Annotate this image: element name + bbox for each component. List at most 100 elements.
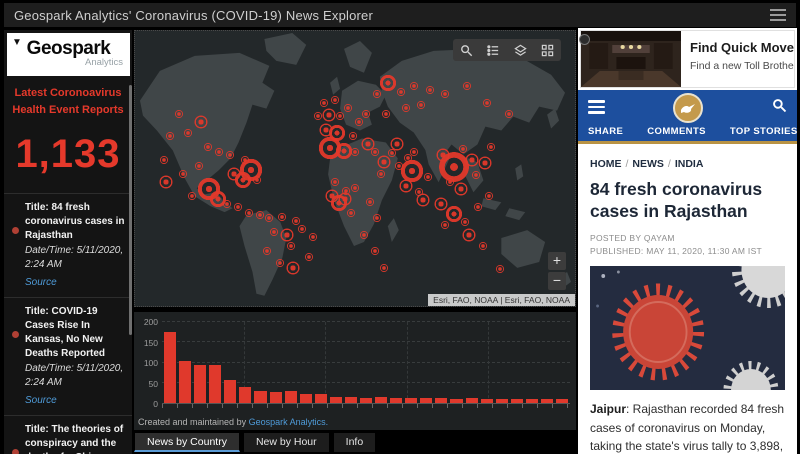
report-list-item[interactable]: Title: 84 fresh coronavirus cases in Raj… bbox=[4, 194, 132, 299]
map-marker[interactable] bbox=[454, 182, 468, 196]
map-marker[interactable] bbox=[351, 148, 359, 156]
map-marker[interactable] bbox=[388, 149, 397, 158]
map-marker[interactable] bbox=[381, 109, 390, 118]
site-menu-icon[interactable] bbox=[588, 100, 605, 114]
map-marker[interactable] bbox=[472, 171, 480, 180]
search-icon[interactable] bbox=[453, 39, 480, 61]
map-marker[interactable] bbox=[253, 175, 262, 184]
map-marker[interactable] bbox=[370, 247, 379, 255]
map-marker[interactable] bbox=[320, 98, 329, 107]
legend-icon[interactable] bbox=[480, 39, 507, 61]
map-marker[interactable] bbox=[287, 241, 296, 250]
logo-triangle-icon[interactable]: ▼ bbox=[12, 37, 22, 48]
report-source-link[interactable]: Source bbox=[25, 277, 57, 289]
map-marker[interactable] bbox=[348, 131, 357, 140]
map-marker[interactable] bbox=[331, 95, 340, 104]
map-marker[interactable] bbox=[225, 150, 234, 159]
chart-bar[interactable] bbox=[480, 398, 493, 403]
map-marker[interactable] bbox=[265, 214, 274, 222]
chart-bar[interactable] bbox=[254, 390, 267, 403]
site-nav-item[interactable]: SHARE bbox=[588, 126, 624, 137]
chart-bar[interactable] bbox=[299, 394, 312, 403]
chart-bar[interactable] bbox=[344, 396, 358, 403]
chart-bar[interactable] bbox=[375, 397, 388, 403]
map-marker[interactable] bbox=[423, 172, 432, 181]
menu-icon[interactable] bbox=[770, 9, 786, 21]
map-marker[interactable] bbox=[241, 156, 249, 165]
breadcrumb-item[interactable]: HOME bbox=[590, 158, 622, 170]
report-source-link[interactable]: Source bbox=[25, 395, 57, 407]
chart-bar[interactable] bbox=[540, 399, 554, 403]
map-marker[interactable] bbox=[425, 86, 434, 95]
map-marker[interactable] bbox=[263, 247, 271, 255]
map-marker[interactable] bbox=[436, 148, 450, 162]
chart-bar[interactable] bbox=[224, 379, 237, 403]
map-marker[interactable] bbox=[416, 193, 430, 207]
map-marker[interactable] bbox=[445, 178, 454, 187]
chart-bar[interactable] bbox=[284, 391, 297, 403]
map-marker[interactable] bbox=[342, 186, 351, 195]
map-marker[interactable] bbox=[304, 252, 313, 261]
map-marker[interactable] bbox=[291, 216, 300, 225]
map-marker[interactable] bbox=[410, 148, 419, 156]
map-marker[interactable] bbox=[461, 218, 469, 227]
basemap-icon[interactable] bbox=[534, 39, 561, 61]
chart-bar[interactable] bbox=[435, 398, 448, 403]
map-marker[interactable] bbox=[410, 82, 419, 90]
map-marker[interactable] bbox=[322, 108, 336, 122]
chart-bar[interactable] bbox=[314, 394, 327, 403]
map-panel[interactable]: + − Esri, FAO, NOAA | Esri, FAO, NOAA bbox=[134, 30, 576, 307]
map-marker[interactable] bbox=[399, 179, 413, 193]
chart-bar[interactable] bbox=[510, 398, 523, 403]
map-marker[interactable] bbox=[463, 82, 472, 90]
map-marker[interactable] bbox=[280, 228, 294, 241]
map-marker[interactable] bbox=[487, 142, 496, 151]
map-marker[interactable] bbox=[234, 203, 243, 211]
credit-link[interactable]: Geospark Analytics. bbox=[248, 417, 329, 427]
chart-bar[interactable] bbox=[450, 398, 463, 403]
map-marker[interactable] bbox=[434, 197, 448, 211]
map-marker[interactable] bbox=[179, 170, 188, 178]
map-marker[interactable] bbox=[278, 212, 287, 221]
chart-bar[interactable] bbox=[360, 397, 373, 403]
map-marker[interactable] bbox=[338, 192, 352, 206]
chart-bar[interactable] bbox=[525, 398, 538, 403]
map-marker[interactable] bbox=[390, 137, 404, 151]
map-marker[interactable] bbox=[208, 189, 228, 209]
map-marker[interactable] bbox=[188, 192, 197, 200]
map-marker[interactable] bbox=[256, 211, 265, 220]
map-marker[interactable] bbox=[175, 109, 183, 118]
map-marker[interactable] bbox=[309, 233, 318, 242]
chart-bar[interactable] bbox=[239, 386, 252, 403]
map-marker[interactable] bbox=[478, 241, 487, 250]
map-marker[interactable] bbox=[194, 161, 203, 170]
ad-banner[interactable]: Find Quick Move- Find a new Toll Brother… bbox=[580, 30, 795, 88]
map-marker[interactable] bbox=[505, 109, 513, 118]
map-marker[interactable] bbox=[286, 261, 300, 274]
map-marker[interactable] bbox=[465, 153, 479, 167]
map-marker[interactable] bbox=[485, 192, 494, 200]
map-marker[interactable] bbox=[159, 156, 168, 165]
map-marker[interactable] bbox=[331, 178, 340, 187]
map-marker[interactable] bbox=[298, 225, 307, 233]
map-marker[interactable] bbox=[462, 228, 476, 241]
map-marker[interactable] bbox=[245, 208, 254, 217]
chart-bar[interactable] bbox=[390, 398, 403, 403]
map-marker[interactable] bbox=[373, 90, 381, 99]
tab-info[interactable]: Info bbox=[332, 432, 377, 452]
chart-bar[interactable] bbox=[209, 365, 222, 403]
map-marker[interactable] bbox=[403, 153, 412, 162]
map-marker[interactable] bbox=[373, 214, 381, 222]
map-marker[interactable] bbox=[362, 109, 370, 118]
site-nav-item[interactable]: COMMENTS bbox=[647, 126, 706, 137]
chart-bar[interactable] bbox=[179, 361, 192, 403]
map-marker[interactable] bbox=[203, 142, 212, 151]
chart-bar[interactable] bbox=[556, 399, 569, 403]
map-marker[interactable] bbox=[370, 148, 379, 156]
layers-icon[interactable] bbox=[507, 39, 534, 61]
breadcrumb-item[interactable]: INDIA bbox=[674, 158, 704, 170]
map-marker[interactable] bbox=[359, 230, 368, 239]
chart-bar[interactable] bbox=[194, 364, 207, 403]
tab-news-by-country[interactable]: News by Country bbox=[134, 432, 240, 452]
chart-bar[interactable] bbox=[329, 396, 342, 403]
